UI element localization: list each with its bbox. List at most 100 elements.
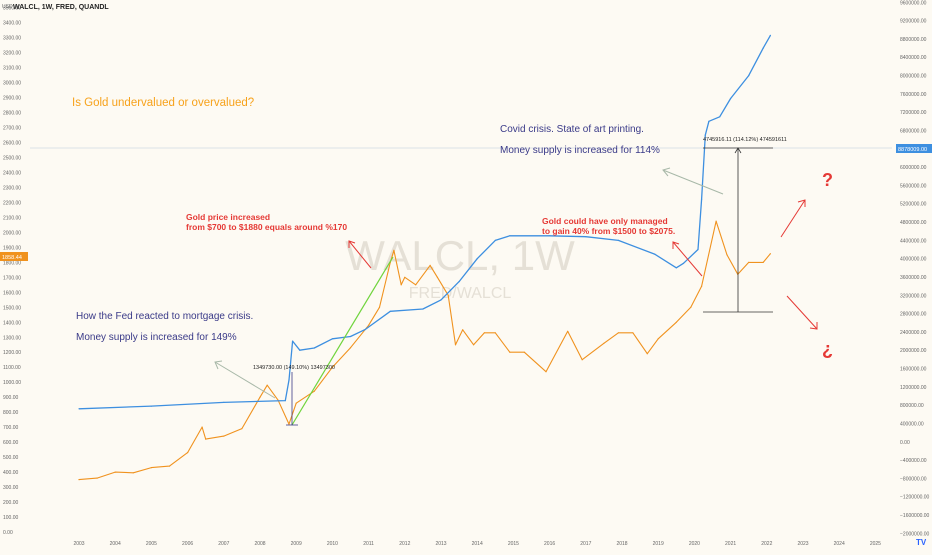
- gold-peak-arrow: [348, 240, 372, 269]
- left-axis-tick-label: 700.00: [3, 425, 19, 431]
- walcl-data-point: [701, 198, 703, 200]
- covid-title: Covid crisis. State of art printing.: [500, 124, 644, 135]
- red-arrows: [348, 199, 818, 330]
- right-axis-tick-label: 8800000.00: [900, 37, 927, 43]
- walcl-data-point: [299, 349, 301, 351]
- gold-increase-line2: from $700 to $1880 equals around %170: [186, 222, 347, 232]
- right-axis-tick-label: 3200000.00: [900, 293, 927, 299]
- left-axis-tick-label: 3100.00: [3, 66, 21, 72]
- gold-data-point: [331, 366, 333, 368]
- walcl-price-tag-bg: [896, 144, 932, 153]
- left-axis-tick-label: 1200.00: [3, 350, 21, 356]
- right-axis-tick-label: 3600000.00: [900, 275, 927, 281]
- left-axis-tick-label: 2300.00: [3, 185, 21, 191]
- x-axis-tick-label: 2003: [73, 541, 84, 547]
- gold-data-point: [567, 330, 569, 332]
- right-axis-tick-label: −1600000.00: [900, 513, 930, 519]
- right-axis-tick-label: 800000.00: [900, 403, 924, 409]
- downside-arrow: [786, 295, 818, 330]
- right-axis-tick-label: −800000.00: [900, 476, 927, 482]
- walcl-data-point: [704, 134, 706, 136]
- left-axis-tick-label: 1100.00: [3, 365, 21, 371]
- left-axis-tick-label: 3300.00: [3, 36, 21, 42]
- left-axis-tick-label: 2100.00: [3, 215, 21, 221]
- gold-data-point: [114, 471, 116, 473]
- x-axis-tick-label: 2017: [580, 541, 591, 547]
- walcl-data-point: [389, 310, 391, 312]
- walcl-data-point: [762, 47, 764, 49]
- time-axis: 2003 2004 2005 2006 2007 2008 2009 2010 2011 2012…: [73, 541, 881, 547]
- left-axis-tick-label: 1000.00: [3, 380, 21, 386]
- gold-data-point: [632, 332, 634, 334]
- right-axis-tick-label: 2800000.00: [900, 312, 927, 318]
- covid-pointer-arrow: [662, 169, 724, 195]
- right-axis-tick-label: 1600000.00: [900, 367, 927, 373]
- left-axis-tick-label: 2200.00: [3, 200, 21, 206]
- gold-data-point: [241, 428, 243, 430]
- left-axis-tick-label: 200.00: [3, 500, 19, 506]
- left-axis-tick-label: 2000.00: [3, 230, 21, 236]
- gold-data-point: [646, 353, 648, 355]
- right-axis-tick-label: 8000000.00: [900, 74, 927, 80]
- gold-data-point: [447, 294, 449, 296]
- left-axis-tick-label: 1800.00: [3, 260, 21, 266]
- left-axis-tick-label: 300.00: [3, 485, 19, 491]
- walcl-data-point: [719, 116, 721, 118]
- question-mark: ?: [822, 170, 833, 190]
- measure-2020-arrowhead: [734, 147, 742, 154]
- gold-data-point: [223, 435, 225, 437]
- gold-data-point: [400, 284, 402, 286]
- walcl-data-point: [494, 239, 496, 241]
- gold-data-point: [150, 467, 152, 469]
- gold-data-point: [393, 249, 395, 251]
- right-axis-tick-label: 9200000.00: [900, 19, 927, 25]
- left-axis-tick-label: 2700.00: [3, 126, 21, 132]
- gold-data-point: [701, 285, 703, 287]
- x-axis-tick-label: 2023: [797, 541, 808, 547]
- walcl-data-point: [150, 405, 152, 407]
- walcl-data-point: [422, 308, 424, 310]
- left-axis-tick-label: 900.00: [3, 395, 19, 401]
- x-axis-tick-label: 2009: [291, 541, 302, 547]
- x-axis-tick-label: 2007: [218, 541, 229, 547]
- gold-data-point: [415, 284, 417, 286]
- fed-pointer-arrow: [214, 361, 276, 399]
- left-axis-tick-label: 1300.00: [3, 335, 21, 341]
- gold-price-tag-text: 1858.44: [2, 255, 22, 261]
- gold-data-point: [462, 329, 464, 331]
- left-axis-tick-label: 400.00: [3, 470, 19, 476]
- gold-data-point: [436, 276, 438, 278]
- walcl-data-point: [313, 347, 315, 349]
- walcl-data-point: [617, 239, 620, 241]
- walcl-data-point: [675, 267, 677, 269]
- walcl-data-point: [769, 34, 772, 37]
- gold-data-point: [187, 452, 189, 454]
- left-axis-tick-label: 1500.00: [3, 305, 21, 311]
- walcl-data-point: [458, 281, 460, 283]
- right-axis-tick-label: 4400000.00: [900, 238, 927, 244]
- walcl-price-tag-text: 8878009.00: [898, 147, 927, 153]
- gold-2020-line1: Gold could have only managed: [542, 216, 668, 226]
- right-axis-tick-label: 0.00: [900, 440, 910, 446]
- right-axis-tick-label: 8400000.00: [900, 55, 927, 61]
- gold-peak-arrowhead: [348, 240, 356, 248]
- walcl-data-point: [708, 120, 710, 122]
- right-axis-tick-label: 6800000.00: [900, 128, 927, 134]
- measure-2020: 4745916.11 (114.12%) 474591611: [703, 137, 787, 313]
- x-axis-tick-label: 2025: [870, 541, 881, 547]
- covid-pointer-arrowhead: [662, 167, 671, 177]
- right-axis-tick-label: 2000000.00: [900, 348, 927, 354]
- gold-price-tag-bg: [0, 252, 28, 261]
- walcl-data-point: [292, 340, 294, 342]
- right-axis-tick-label: 1200000.00: [900, 385, 927, 391]
- fed-money-supply: Money supply is increased for 149%: [76, 332, 237, 343]
- gold-data-point: [523, 351, 525, 353]
- right-axis-tick-label: 400000.00: [900, 421, 924, 427]
- watermark-source: FRED/WALCL: [409, 285, 512, 302]
- gold-trend-line: [291, 256, 394, 426]
- x-axis-tick-label: 2018: [616, 541, 627, 547]
- left-axis-tick-label: 1700.00: [3, 275, 21, 281]
